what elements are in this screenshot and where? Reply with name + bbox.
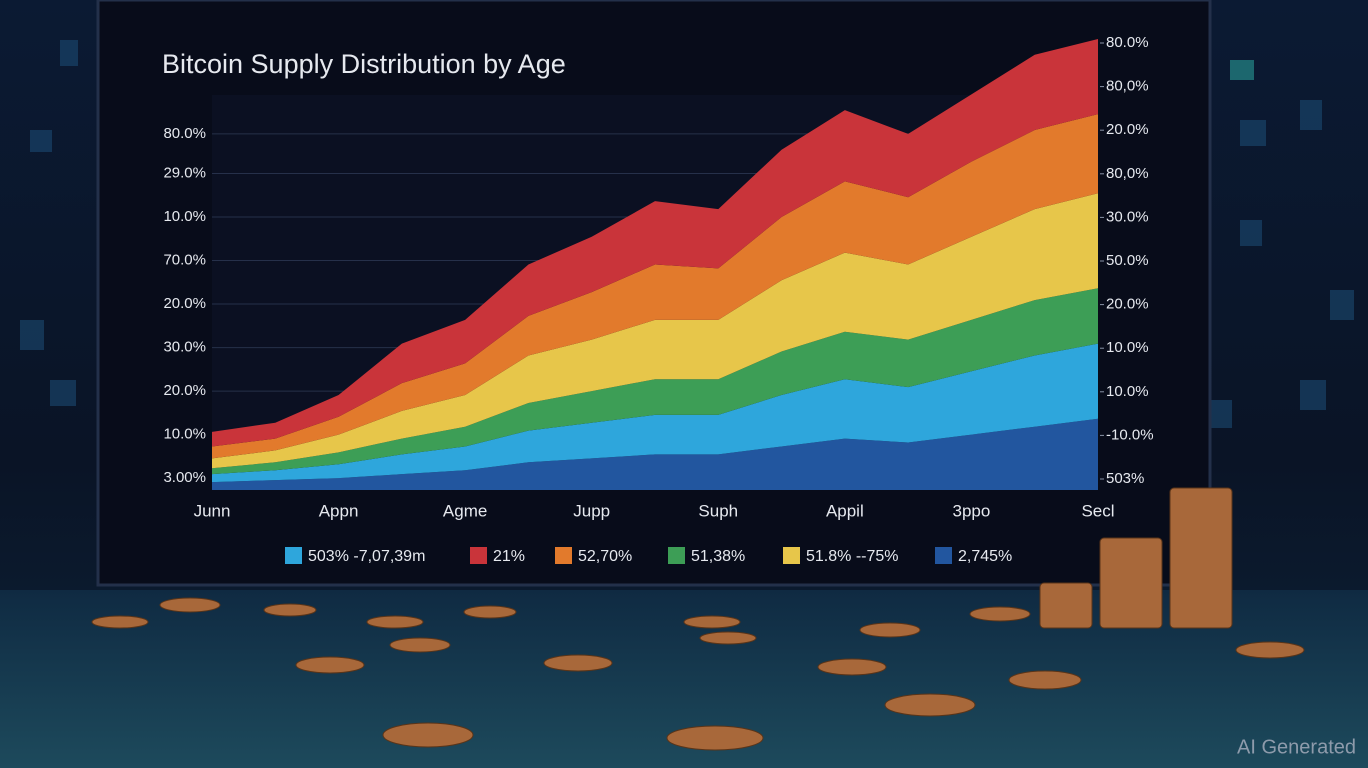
x-tick-label: Agme	[443, 501, 487, 520]
area	[212, 114, 1098, 459]
legend-swatch	[935, 547, 952, 564]
watermark: AI Generated	[1237, 736, 1356, 758]
legend-label: 503% -7,07,39m	[308, 548, 425, 565]
y2-tick-label: 503%	[1106, 470, 1144, 487]
x-tick-label: Appn	[319, 501, 359, 520]
y2-tick-label: 20.0%	[1106, 296, 1149, 313]
area	[212, 38, 1098, 447]
y2-tick-label: 80.0%	[1106, 34, 1149, 51]
x-tick-label: Secl	[1081, 501, 1114, 520]
legend-label: 21%	[493, 548, 525, 565]
y2-tick-label: 80,0%	[1106, 165, 1149, 182]
background-lights	[20, 40, 1354, 428]
y-tick-label: 29.0%	[163, 164, 206, 181]
y-tick-label: 20.0%	[163, 295, 206, 312]
y-tick-label: 20.0%	[163, 382, 206, 399]
y2-tick-label: 30.0%	[1106, 208, 1149, 225]
legend-swatch	[783, 547, 800, 564]
legend-label: 51,38%	[691, 548, 745, 565]
y2-tick-label: 80,0%	[1106, 78, 1149, 95]
y2-tick-label: 10.0%	[1106, 339, 1149, 356]
legend-swatch	[285, 547, 302, 564]
y2-tick-label: 50.0%	[1106, 252, 1149, 269]
x-tick-label: Suph	[698, 501, 738, 520]
legend-swatch	[470, 547, 487, 564]
area	[212, 343, 1098, 483]
chart-title: Bitcoin Supply Distribution by Age	[162, 49, 566, 79]
y-tick-label: 10.0%	[163, 426, 206, 443]
y2-tick-label: 10.0%	[1106, 383, 1149, 400]
y-tick-label: 3.00%	[163, 469, 206, 486]
legend-label: 52,70%	[578, 548, 632, 565]
y2-tick-label: 20.0%	[1106, 121, 1149, 138]
x-tick-label: Junn	[194, 501, 231, 520]
area	[212, 193, 1098, 469]
area	[212, 288, 1098, 475]
legend-swatch	[668, 547, 685, 564]
y-tick-label: 70.0%	[163, 251, 206, 268]
x-tick-label: Appil	[826, 501, 864, 520]
y2-tick-label: -10.0%	[1106, 426, 1154, 443]
legend-label: 2,745%	[958, 548, 1012, 565]
y-tick-label: 80.0%	[163, 125, 206, 142]
y-tick-label: 30.0%	[163, 339, 206, 356]
x-tick-label: 3ppo	[953, 501, 991, 520]
legend-swatch	[555, 547, 572, 564]
x-tick-label: Jupp	[573, 501, 610, 520]
legend-label: 51.8% --75%	[806, 548, 899, 565]
y-tick-label: 10.0%	[163, 208, 206, 225]
coins	[91, 487, 1305, 751]
